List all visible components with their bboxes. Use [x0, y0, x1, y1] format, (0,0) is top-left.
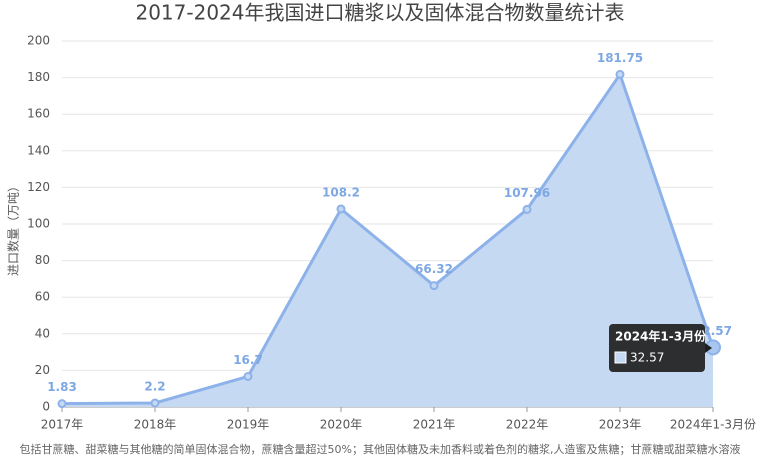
- x-tick-label: 2022年: [506, 418, 549, 432]
- area: [62, 74, 713, 408]
- y-tick-label: 180: [27, 70, 50, 84]
- tooltip: 2024年1-3月份 32.57: [609, 324, 712, 372]
- chart-title: 2017-2024年我国进口糖浆以及固体混合物数量统计表: [135, 1, 624, 25]
- point: [150, 398, 160, 408]
- data-label: 107.96: [504, 186, 550, 200]
- point: [615, 69, 625, 79]
- x-tick-label: 2024年1-3月份: [670, 418, 756, 432]
- tooltip-box: [609, 324, 705, 372]
- data-label: 16.7: [233, 353, 263, 367]
- y-axis-label: 进口数量（万吨）: [6, 180, 21, 276]
- tooltip-title: 2024年1-3月份: [615, 329, 707, 344]
- data-label: 2.2: [144, 379, 165, 393]
- line: [61, 71, 715, 406]
- data-label: 108.2: [322, 185, 360, 199]
- point: [57, 399, 67, 409]
- y-tick-label: 0: [42, 400, 50, 414]
- tooltip-swatch: [614, 351, 627, 364]
- data-label: 181.75: [597, 51, 643, 65]
- y-tick-label: 40: [35, 326, 50, 340]
- data-label: 1.83: [47, 380, 77, 394]
- x-tick-label: 2019年: [227, 418, 270, 432]
- point: [522, 204, 532, 214]
- y-tick-label: 60: [35, 290, 50, 304]
- y-tick-label: 160: [27, 107, 50, 121]
- x-tick-label: 2021年: [413, 418, 456, 432]
- x-tick-label: 2017年: [41, 418, 84, 432]
- x-tick-label: 2020年: [320, 418, 363, 432]
- x-tick-label: 2018年: [134, 418, 177, 432]
- y-tick-label: 200: [27, 34, 50, 48]
- y-tick-label: 80: [35, 253, 50, 267]
- tooltip-arrow: [705, 343, 712, 353]
- point: [336, 204, 346, 214]
- footnote: 包括甘蔗糖、甜菜糖与其他糖的简单固体混合物，蔗糖含量超过50%；其他固体糖及未加…: [20, 442, 741, 456]
- tooltip-value: 32.57: [630, 351, 664, 365]
- y-tick-label: 140: [27, 143, 50, 157]
- y-tick-label: 20: [35, 363, 50, 377]
- y-tick-label: 100: [27, 217, 50, 231]
- point: [243, 371, 253, 381]
- x-tick-label: 2023年: [599, 418, 642, 432]
- y-tick-label: 120: [27, 180, 50, 194]
- point: [429, 281, 439, 291]
- data-label: 66.32: [415, 262, 453, 276]
